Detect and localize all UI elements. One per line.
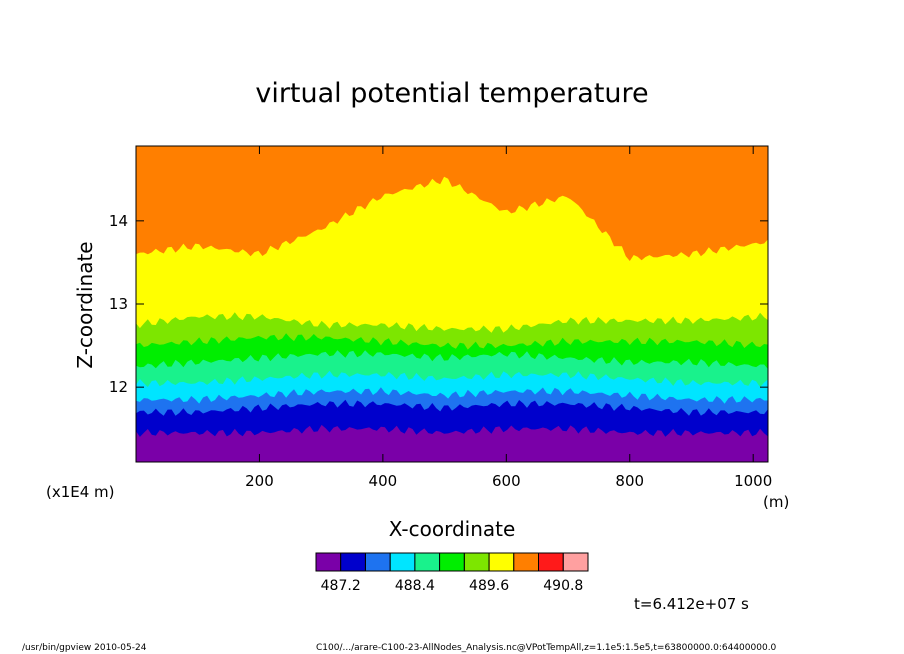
x-tick-label: 800 [615, 472, 644, 490]
x-axis: 200 400 600 800 1000 [245, 146, 772, 490]
y-tick-label: 12 [109, 378, 128, 396]
y-axis-label: Z-coordinate [73, 241, 97, 368]
colorbar-swatch [414, 552, 441, 572]
colorbar-swatch [513, 552, 539, 572]
chart-title: virtual potential temperature [255, 78, 648, 109]
x-units-label: (m) [763, 493, 789, 511]
colorbar-swatch [340, 552, 366, 572]
colorbar-label: 489.6 [469, 578, 509, 594]
x-tick-label: 1000 [734, 472, 772, 490]
colorbar-swatch [488, 552, 515, 572]
colorbar-swatch [315, 552, 342, 572]
contour-bands [136, 176, 768, 462]
x-tick-label: 400 [369, 472, 398, 490]
y-tick-label: 14 [109, 212, 128, 230]
colorbar-label: 488.4 [395, 578, 435, 594]
footer-source: C100/.../arare-C100-23-AllNodes_Analysis… [316, 643, 777, 653]
colorbar-label: 487.2 [321, 578, 361, 594]
colorbar-swatch [389, 552, 416, 572]
y-tick-label: 13 [109, 295, 128, 313]
y-axis: 12 13 14 [109, 212, 768, 396]
y-scale-note: (x1E4 m) [46, 483, 115, 501]
time-label: t=6.412e+07 s [634, 595, 749, 613]
colorbar: 487.2 488.4 489.6 490.8 [315, 552, 589, 594]
colorbar-swatch [439, 552, 465, 572]
x-tick-label: 600 [492, 472, 521, 490]
contour-band-purple [136, 424, 768, 462]
footer-program: /usr/bin/gpview 2010-05-24 [22, 643, 147, 653]
plot-area [136, 146, 768, 462]
colorbar-swatch [365, 552, 391, 572]
x-tick-label: 200 [245, 472, 274, 490]
colorbar-swatch [463, 552, 490, 572]
colorbar-swatch [562, 552, 589, 572]
x-axis-label: X-coordinate [389, 517, 516, 541]
colorbar-swatch [538, 552, 564, 572]
colorbar-label: 490.8 [543, 578, 583, 594]
